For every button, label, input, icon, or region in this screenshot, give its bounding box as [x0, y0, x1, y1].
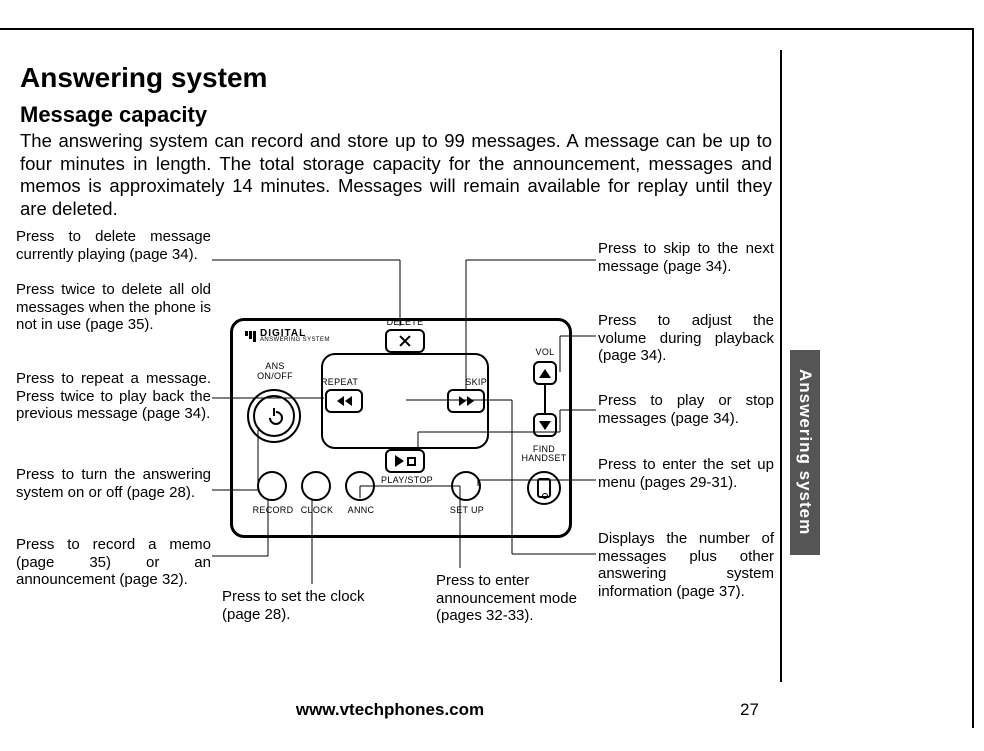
play-stop-button[interactable] — [385, 449, 425, 473]
vol-divider — [544, 385, 546, 413]
forward-icon — [459, 396, 474, 406]
skip-button[interactable] — [447, 389, 485, 413]
label-skip: SKIP — [447, 377, 487, 387]
callout-annc: Press to enter announcement mode (pages … — [436, 572, 606, 625]
label-annc: ANNC — [339, 505, 383, 515]
callout-record: Press to record a memo (page 35) or an a… — [16, 536, 211, 589]
record-button[interactable] — [257, 471, 287, 501]
device-panel: DIGITAL ANSWERING SYSTEM ANS ON/OFF DELE… — [230, 318, 572, 538]
label-repeat: REPEAT — [321, 377, 367, 387]
label-vol: VOL — [531, 347, 559, 357]
handset-icon — [537, 478, 551, 498]
clock-button[interactable] — [301, 471, 331, 501]
find-handset-button[interactable] — [527, 471, 561, 505]
callout-display: Displays the number of messages plus oth… — [598, 530, 774, 601]
page-title: Answering system — [20, 62, 267, 94]
callout-setup: Press to enter the set up menu (pages 29… — [598, 456, 774, 491]
label-setup: SET UP — [445, 505, 489, 515]
repeat-button[interactable] — [325, 389, 363, 413]
callout-delete-a: Press to delete message currently playin… — [16, 228, 211, 263]
top-rule — [0, 28, 974, 30]
volume-up-button[interactable] — [533, 361, 557, 385]
footer-url: www.vtechphones.com — [0, 700, 780, 720]
section-title: Message capacity — [20, 102, 207, 128]
callout-delete-b: Press twice to delete all old messages w… — [16, 281, 211, 333]
callout-skip: Press to skip to the next message (page … — [598, 240, 774, 275]
body-paragraph: The answering system can record and stor… — [20, 130, 772, 220]
rewind-icon — [337, 396, 352, 406]
x-icon — [399, 335, 411, 347]
logo-bars-icon — [245, 331, 256, 342]
label-ans: ANS ON/OFF — [247, 361, 303, 381]
page: Answering system Answering system Messag… — [0, 0, 984, 751]
label-record: RECORD — [251, 505, 295, 515]
annc-button[interactable] — [345, 471, 375, 501]
callout-clock: Press to set the clock (page 28). — [222, 588, 372, 623]
chevron-down-icon — [539, 421, 551, 430]
brand-logo: DIGITAL ANSWERING SYSTEM — [245, 329, 330, 343]
side-tab: Answering system — [790, 350, 820, 555]
power-button[interactable] — [253, 395, 295, 437]
callout-repeat: Press to repeat a message. Press twice t… — [16, 370, 211, 423]
setup-button[interactable] — [451, 471, 481, 501]
label-clock: CLOCK — [295, 505, 339, 515]
label-playstop: PLAY/STOP — [377, 475, 437, 485]
callout-power: Press to turn the answering system on or… — [16, 466, 211, 501]
callout-playstop: Press to play or stop messages (page 34)… — [598, 392, 774, 427]
inner-rule — [780, 50, 782, 682]
label-find: FIND HANDSET — [517, 445, 571, 463]
callout-volume: Press to adjust the volume during playba… — [598, 312, 774, 365]
chevron-up-icon — [539, 369, 551, 378]
brand-line2: ANSWERING SYSTEM — [260, 338, 330, 343]
play-stop-icon — [395, 455, 416, 467]
callout-delete: Press to delete message currently playin… — [16, 228, 211, 334]
power-icon — [266, 408, 282, 424]
footer-page-number: 27 — [740, 700, 759, 720]
label-delete: DELETE — [383, 317, 427, 327]
delete-button[interactable] — [385, 329, 425, 353]
right-rule — [972, 28, 974, 728]
volume-down-button[interactable] — [533, 413, 557, 437]
